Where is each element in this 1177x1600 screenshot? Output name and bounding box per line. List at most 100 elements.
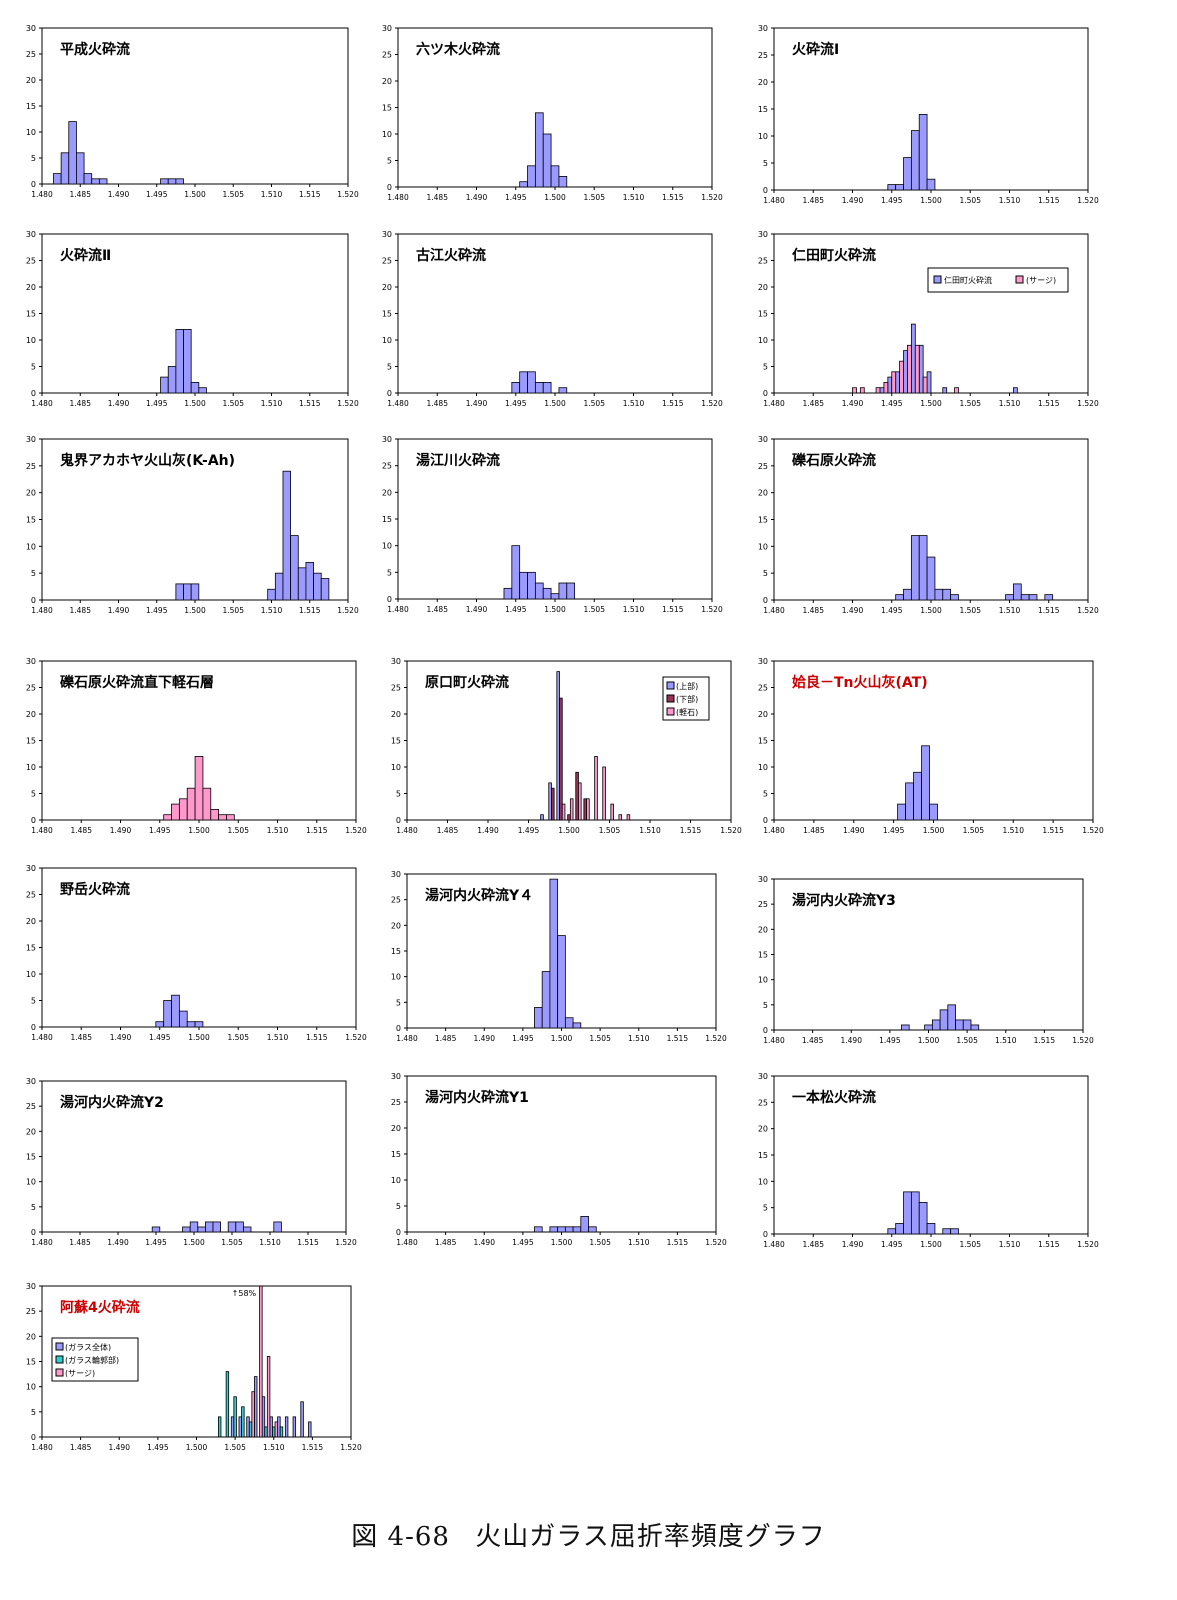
x-tick-label: 1.520 [701, 399, 723, 408]
chart-svg: 0 5 10 15 20 25 30 1.480 1.485 1.490 1.495 1.500 1.5… [758, 24, 1099, 205]
histogram-bar [227, 1221, 237, 1233]
histogram-bar [511, 545, 521, 600]
x-tick-label: 1.505 [223, 399, 245, 408]
x-tick-label: 1.490 [108, 190, 130, 199]
x-tick-label: 1.515 [1038, 196, 1060, 205]
x-tick-label: 1.520 [335, 1238, 357, 1247]
x-tick-label: 1.500 [920, 399, 942, 408]
y-tick-label: 15 [758, 516, 768, 525]
x-tick-label: 1.515 [1038, 399, 1060, 408]
y-tick-label: 20 [26, 76, 36, 85]
x-tick-label: 1.500 [920, 606, 942, 615]
histogram-bar [926, 178, 936, 191]
x-tick-label: 1.510 [267, 1033, 289, 1042]
x-tick-label: 1.505 [963, 826, 985, 835]
x-tick-label: 1.490 [474, 1238, 496, 1247]
y-tick-label: 10 [382, 336, 392, 345]
x-tick-label: 1.505 [589, 1238, 611, 1247]
x-tick-label: 1.490 [110, 1033, 132, 1042]
histogram-bar [1028, 594, 1038, 601]
histogram-bar [575, 771, 579, 821]
histogram-bar [550, 165, 560, 188]
x-tick-label: 1.490 [108, 399, 130, 408]
x-tick-label: 1.485 [427, 605, 449, 614]
histogram-bar [210, 808, 220, 821]
y-tick-label: 15 [758, 105, 768, 114]
legend-swatch [666, 694, 675, 703]
y-tick-label: 20 [391, 921, 401, 930]
y-tick-label: 5 [396, 1202, 401, 1211]
y-tick-label: 25 [26, 1307, 36, 1316]
y-tick-label: 25 [758, 684, 768, 693]
histogram-bar [926, 371, 932, 394]
x-tick-label: 1.485 [803, 606, 825, 615]
plot-area [41, 1080, 347, 1233]
y-tick-label: 25 [758, 462, 768, 471]
y-tick-label: 10 [26, 542, 36, 551]
y-tick-label: 25 [382, 257, 392, 266]
x-tick-label: 1.520 [705, 1238, 727, 1247]
y-tick-label: 15 [391, 1150, 401, 1159]
y-tick-label: 20 [26, 1332, 36, 1341]
y-tick-label: 20 [758, 710, 768, 719]
histogram-bar [519, 371, 528, 394]
y-tick-label: 5 [387, 568, 392, 577]
histogram-bar [942, 588, 952, 601]
histogram-bar [594, 756, 598, 821]
histogram-bar [91, 178, 100, 185]
x-tick-label: 1.500 [188, 826, 210, 835]
histogram-bar [519, 571, 528, 600]
x-tick-label: 1.480 [763, 1240, 785, 1249]
y-tick-label: 10 [382, 542, 392, 551]
histogram-bar [918, 535, 928, 601]
histogram-bar [561, 803, 566, 821]
y-tick-label: 10 [26, 1178, 36, 1187]
histogram-bar [950, 594, 959, 601]
chart-title: 礫石原火砕流 [792, 452, 876, 469]
legend-label: (下部) [676, 694, 698, 704]
y-tick-label: 10 [758, 132, 768, 141]
histogram-chart: 0 5 10 15 20 25 30 1.480 1.485 1.490 1.495 1.500 1.5… [752, 433, 1099, 618]
chart-svg: 0 5 10 15 20 25 30 1.480 1.485 1.490 1.495 1.500 1.5… [758, 1072, 1099, 1249]
chart-title: 野岳火砕流 [60, 881, 130, 898]
histogram-bar [83, 173, 93, 185]
chart-svg: 0 5 10 15 20 25 30 1.480 1.485 1.490 1.495 1.500 1.5… [26, 1282, 362, 1452]
x-tick-label: 1.485 [427, 193, 449, 202]
x-tick-label: 1.510 [267, 826, 289, 835]
histogram-bar [569, 798, 574, 821]
x-tick-label: 1.500 [544, 399, 566, 408]
histogram-bar [922, 376, 928, 394]
chart-title: 湯河内火砕流Y1 [425, 1089, 529, 1106]
x-tick-label: 1.480 [763, 196, 785, 205]
x-tick-label: 1.515 [667, 1034, 689, 1043]
histogram-bar [558, 387, 568, 394]
x-tick-label: 1.490 [108, 606, 130, 615]
y-tick-label: 25 [758, 257, 768, 266]
x-tick-label: 1.495 [883, 826, 905, 835]
histogram-bar [160, 376, 169, 394]
legend-swatch [933, 275, 942, 284]
histogram-bar [534, 1007, 543, 1029]
histogram-bar [913, 771, 922, 821]
y-tick-label: 10 [758, 1177, 768, 1186]
x-tick-label: 1.485 [70, 606, 92, 615]
y-tick-label: 25 [26, 891, 36, 900]
x-tick-label: 1.515 [306, 1033, 328, 1042]
chart-title: 一本松火砕流 [792, 1089, 876, 1106]
y-tick-label: 5 [31, 569, 36, 578]
histogram-bar [182, 1226, 191, 1233]
legend-swatch [55, 1342, 64, 1351]
histogram-chart: 0 5 10 15 20 25 30 1.480 1.485 1.490 1.495 1.500 1.5… [20, 1280, 362, 1455]
x-tick-label: 1.485 [69, 1238, 91, 1247]
y-tick-label: 0 [763, 596, 768, 605]
x-tick-label: 1.510 [628, 1034, 650, 1043]
histogram-bar [903, 350, 908, 394]
histogram-bar [519, 181, 528, 188]
x-tick-label: 1.500 [544, 193, 566, 202]
histogram-bar [910, 535, 920, 601]
y-tick-label: 5 [763, 1001, 768, 1010]
histogram-bar [942, 387, 948, 394]
x-tick-label: 1.485 [435, 1238, 457, 1247]
x-tick-label: 1.485 [803, 196, 825, 205]
y-tick-label: 10 [758, 976, 768, 985]
